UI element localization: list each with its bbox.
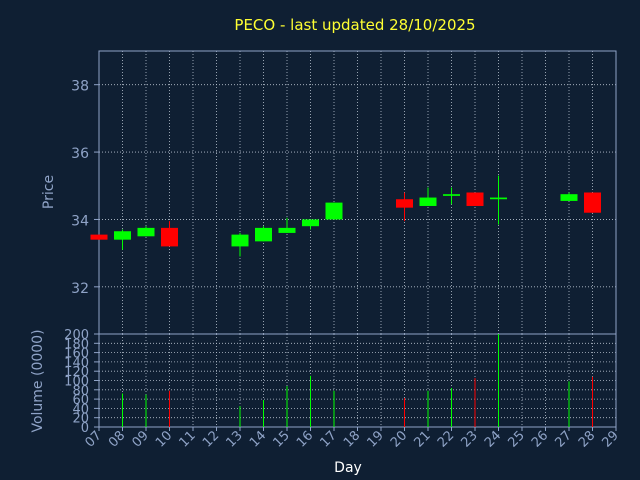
candle-body xyxy=(231,234,249,247)
day-tick-label: 11 xyxy=(177,428,199,450)
day-tick-label: 18 xyxy=(341,428,363,450)
day-tick-label: 16 xyxy=(294,428,316,450)
day-tick-label: 28 xyxy=(576,428,598,450)
day-tick-label: 27 xyxy=(553,428,575,450)
day-tick-label: 17 xyxy=(318,428,340,450)
day-tick-label: 09 xyxy=(130,428,152,450)
day-tick-label: 26 xyxy=(529,428,551,450)
volume-tick-label: 60 xyxy=(72,393,89,408)
volume-tick-label: 20 xyxy=(72,412,89,427)
candle-body xyxy=(90,234,108,240)
candle-body xyxy=(255,227,272,242)
day-tick-label: 15 xyxy=(271,428,293,450)
price-tick-label: 32 xyxy=(71,281,89,297)
price-axis-label: Price xyxy=(41,175,57,209)
volume-tick-label: 0 xyxy=(81,421,89,436)
day-tick-label: 20 xyxy=(388,428,410,450)
day-tick-label: 22 xyxy=(435,428,457,450)
candle-body xyxy=(114,231,131,240)
volume-tick-label: 200 xyxy=(64,328,89,343)
day-tick-label: 21 xyxy=(412,428,434,450)
day-tick-label: 24 xyxy=(482,428,504,450)
candle-body xyxy=(137,227,155,237)
volume-tick-label: 140 xyxy=(64,356,89,371)
day-tick-label: 10 xyxy=(153,428,175,450)
candle-body xyxy=(278,227,296,233)
day-tick-label: 25 xyxy=(506,428,528,450)
day-tick-label: 19 xyxy=(365,428,387,450)
candle-body xyxy=(443,194,460,196)
candle-body xyxy=(419,197,437,206)
day-tick-label: 23 xyxy=(459,428,481,450)
candle-body xyxy=(302,219,319,227)
candle-body xyxy=(325,202,343,220)
price-panel: 32 34 36 38 xyxy=(71,50,617,335)
day-tick-label: 08 xyxy=(106,428,128,450)
candle-body xyxy=(560,194,578,201)
volume-tick-label: 40 xyxy=(72,402,89,417)
candle-body xyxy=(490,197,507,200)
price-tick-label: 34 xyxy=(71,213,89,229)
volume-tick-label: 80 xyxy=(72,384,89,399)
candle-body xyxy=(584,192,601,213)
price-tick-label: 36 xyxy=(71,146,89,162)
candle-body xyxy=(396,199,413,208)
volume-tick-label: 100 xyxy=(64,375,89,390)
day-tick-label: 12 xyxy=(200,428,222,450)
volume-tick-label: 180 xyxy=(64,337,89,352)
day-tick-label: 14 xyxy=(247,428,269,450)
volume-axis-label: Volume (0000) xyxy=(30,329,46,432)
candle-body xyxy=(161,227,178,247)
price-tick-label: 38 xyxy=(71,79,89,95)
day-tick-label: 29 xyxy=(600,428,622,450)
day-tick-label: 13 xyxy=(224,428,246,450)
candle-body xyxy=(466,192,484,206)
day-axis-label: Day xyxy=(334,460,362,476)
chart-title: PECO - last updated 28/10/2025 xyxy=(234,16,475,34)
volume-tick-label: 120 xyxy=(64,365,89,380)
volume-tick-label: 160 xyxy=(64,347,89,362)
